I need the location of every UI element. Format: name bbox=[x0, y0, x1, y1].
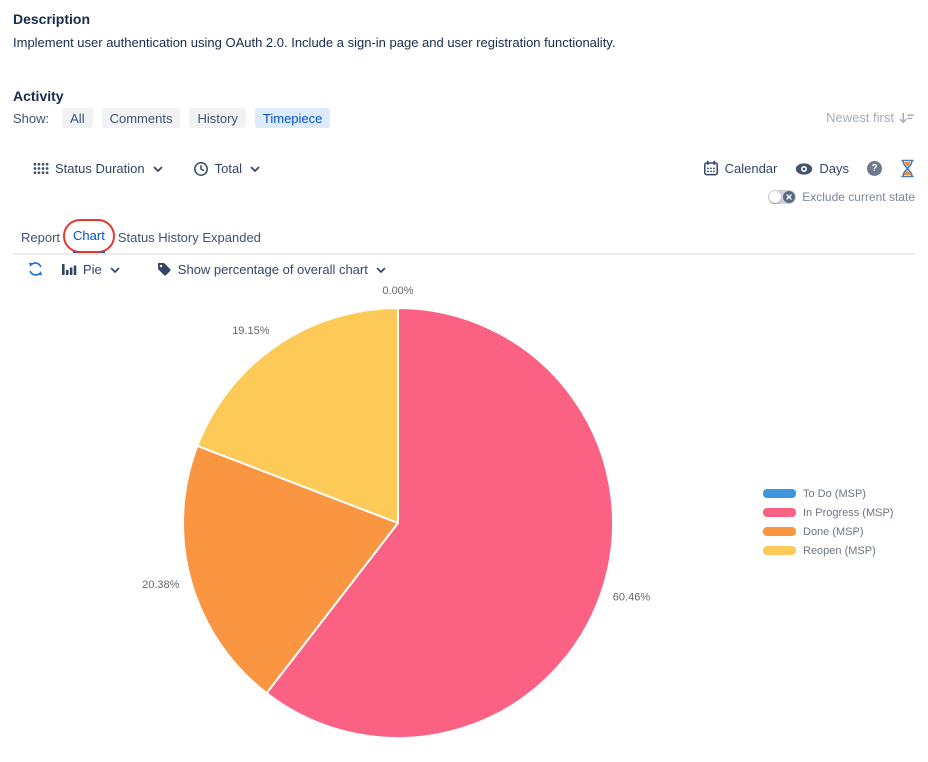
exclude-current-state-toggle[interactable] bbox=[768, 190, 797, 204]
sort-order-control[interactable]: Newest first bbox=[826, 110, 914, 125]
toolbar-left-group: Status Duration Total bbox=[33, 161, 260, 177]
toolbar-right-group: Calendar Days ? bbox=[703, 159, 915, 178]
label-mode-dropdown[interactable]: Show percentage of overall chart bbox=[156, 261, 386, 277]
bar-chart-icon bbox=[62, 264, 77, 275]
chart-type-dropdown[interactable]: Pie bbox=[61, 262, 120, 277]
timepiece-toolbar: Status Duration Total bbox=[33, 159, 915, 178]
label-mode-value: Show percentage of overall chart bbox=[177, 261, 368, 277]
legend-swatch-to-do bbox=[763, 489, 796, 498]
pie-slice-1[interactable] bbox=[265, 307, 614, 739]
tab-status-history-expanded[interactable]: Status History Expanded bbox=[117, 230, 261, 245]
chart-type-value: Pie bbox=[83, 261, 102, 277]
activity-heading: Activity bbox=[13, 88, 64, 104]
report-tabs: Report Chart Status History Expanded bbox=[13, 219, 915, 255]
legend-label: Reopen (MSP) bbox=[803, 544, 876, 557]
legend-swatch-reopen bbox=[763, 546, 796, 555]
pie-chart[interactable]: 0.00% 60.46% 20.38% 19.15% bbox=[0, 284, 928, 762]
description-text: Implement user authentication using OAut… bbox=[13, 35, 616, 50]
tab-report[interactable]: Report bbox=[21, 230, 61, 245]
calendar-label: Calendar bbox=[724, 161, 778, 176]
report-type-value: Status Duration bbox=[55, 161, 145, 176]
metric-value: Total bbox=[214, 161, 243, 176]
filter-timepiece-button[interactable]: Timepiece bbox=[254, 108, 331, 128]
tab-chart[interactable]: Chart bbox=[73, 228, 105, 243]
legend-item-reopen[interactable]: Reopen (MSP) bbox=[763, 541, 893, 560]
sort-order-label: Newest first bbox=[826, 110, 894, 125]
grid-icon bbox=[33, 162, 49, 175]
filter-history-button[interactable]: History bbox=[189, 108, 246, 128]
legend-swatch-done bbox=[763, 527, 796, 536]
legend-swatch-in-progress bbox=[763, 508, 796, 517]
exclude-current-state-label: Exclude current state bbox=[802, 190, 915, 204]
pie-data-label: 0.00% bbox=[382, 285, 413, 297]
tag-icon bbox=[157, 263, 171, 276]
legend-label: Done (MSP) bbox=[803, 525, 864, 538]
sort-descending-icon bbox=[899, 112, 914, 123]
pie-slice-3[interactable] bbox=[196, 307, 399, 524]
legend-label: To Do (MSP) bbox=[803, 487, 866, 500]
eye-icon bbox=[796, 162, 813, 175]
legend-label: In Progress (MSP) bbox=[803, 506, 894, 519]
pie-slice-2[interactable] bbox=[182, 444, 399, 695]
chart-controls: Pie Show percentage of overall chart bbox=[27, 261, 386, 277]
legend-item-to-do[interactable]: To Do (MSP) bbox=[763, 484, 893, 503]
pie-data-label: 60.46% bbox=[613, 591, 651, 603]
activity-filter-bar: Show: All Comments History Timepiece bbox=[13, 108, 331, 128]
filter-comments-button[interactable]: Comments bbox=[101, 108, 181, 128]
chart-legend: To Do (MSP) In Progress (MSP) Done (MSP)… bbox=[763, 484, 893, 560]
pie-data-label: 20.38% bbox=[142, 579, 180, 591]
report-type-dropdown[interactable]: Status Duration bbox=[33, 161, 163, 176]
unit-days-button[interactable]: Days bbox=[795, 161, 849, 176]
refresh-button[interactable] bbox=[27, 261, 44, 277]
timepiece-hourglass-icon[interactable] bbox=[900, 159, 915, 178]
toggle-knob bbox=[769, 191, 782, 203]
unit-label: Days bbox=[819, 161, 849, 176]
pie-data-label: 19.15% bbox=[232, 325, 270, 337]
toggle-cross-icon bbox=[783, 191, 796, 203]
legend-item-in-progress[interactable]: In Progress (MSP) bbox=[763, 503, 893, 522]
chevron-down-icon bbox=[376, 267, 386, 273]
chevron-down-icon bbox=[250, 166, 260, 172]
clock-icon bbox=[193, 161, 208, 176]
legend-item-done[interactable]: Done (MSP) bbox=[763, 522, 893, 541]
chevron-down-icon bbox=[153, 166, 162, 172]
calendar-button[interactable]: Calendar bbox=[703, 160, 778, 177]
calendar-icon bbox=[703, 160, 718, 176]
exclude-current-state-row: Exclude current state bbox=[768, 190, 915, 204]
filter-all-button[interactable]: All bbox=[62, 108, 93, 128]
show-label: Show: bbox=[13, 110, 50, 126]
description-heading: Description bbox=[13, 11, 91, 27]
metric-dropdown[interactable]: Total bbox=[193, 161, 260, 177]
chevron-down-icon bbox=[110, 267, 120, 273]
help-button[interactable]: ? bbox=[867, 161, 882, 176]
tab-chart-wrap: Chart bbox=[63, 219, 115, 253]
